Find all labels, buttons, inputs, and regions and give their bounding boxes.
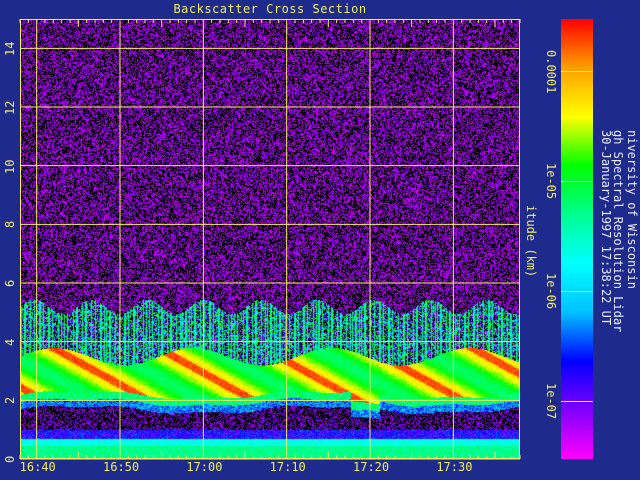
grid-lines: [19, 19, 521, 460]
x-tick-label: 17:20: [353, 460, 390, 474]
colorbar-tick-label: 0.0001: [544, 49, 558, 94]
credit-line-3: 30-January-1997 17:38:22 UT: [599, 130, 613, 326]
y-tick-label: 10: [3, 159, 17, 174]
colorbar: [561, 19, 593, 459]
colorbar-fill: [561, 19, 593, 459]
colorbar-tick-label: 1e-05: [544, 163, 558, 200]
x-tick-label: 16:40: [19, 460, 56, 474]
y-tick-label: 2: [3, 397, 17, 405]
y-tick-label: 12: [3, 100, 17, 115]
x-tick-label: 17:30: [436, 460, 473, 474]
colorbar-tick-label: 1e-07: [544, 383, 558, 420]
plot-area: [19, 19, 521, 460]
colorbar-tick-label: 1e-06: [544, 273, 558, 310]
credit-line-1: niversity of Wisconsin: [625, 130, 639, 289]
y-tick-label: 0: [3, 455, 17, 463]
x-tick-label: 17:00: [186, 460, 223, 474]
y-tick-label: 8: [3, 221, 17, 229]
x-tick-label: 16:50: [103, 460, 140, 474]
credit-line-2: gh Spectral Resolution Lidar: [611, 130, 625, 333]
credits: niversity of Wisconsin gh Spectral Resol…: [599, 130, 640, 460]
backscatter-heatmap: [20, 19, 520, 459]
plot-border: [20, 19, 520, 459]
chart-title: Backscatter Cross Section: [173, 2, 367, 16]
y-tick-label: 14: [3, 41, 17, 57]
y-axis-label: itude (km): [524, 205, 538, 278]
colorbar-gradient: [561, 19, 593, 459]
y-tick-label: 6: [3, 279, 17, 287]
y-tick-label: 4: [3, 338, 17, 346]
x-tick-label: 17:10: [269, 460, 306, 474]
